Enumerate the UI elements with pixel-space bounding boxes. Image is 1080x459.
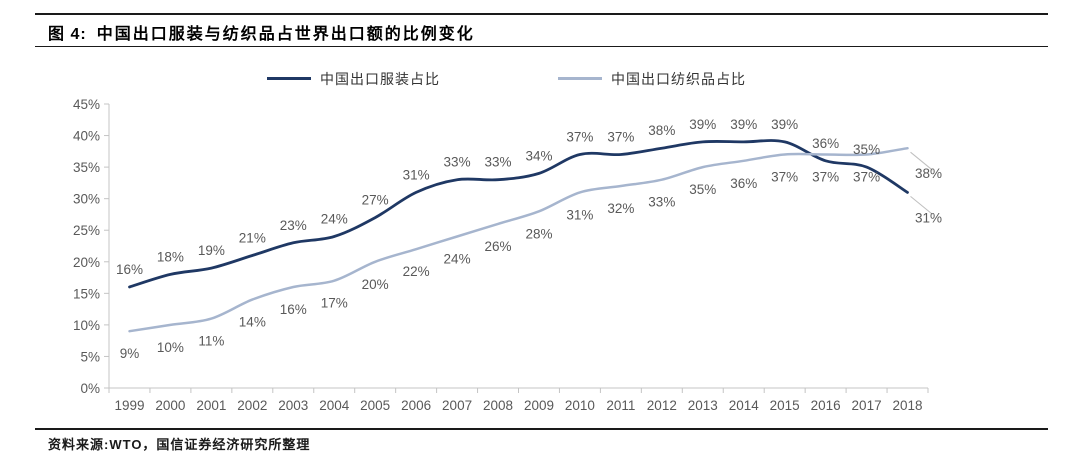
figure-title: 图 4: 中国出口服装与纺织品占世界出口额的比例变化 <box>48 20 475 44</box>
title-divider-rule <box>35 46 1048 47</box>
textiles-line-swatch-icon <box>558 77 602 80</box>
data-label-textiles: 22% <box>403 264 430 279</box>
x-axis-label: 2007 <box>442 398 472 413</box>
data-label-textiles: 24% <box>444 252 471 267</box>
data-label-clothing: 18% <box>157 249 184 264</box>
figure-number-label: 图 4: <box>48 26 87 43</box>
data-label-clothing: 36% <box>812 136 839 151</box>
data-label-clothing: 19% <box>198 243 225 258</box>
data-label-textiles: 14% <box>239 315 266 330</box>
data-label-textiles: 37% <box>812 169 839 184</box>
data-label-textiles: 31% <box>566 207 593 222</box>
x-axis-label: 2009 <box>524 398 554 413</box>
x-axis-label: 2014 <box>729 398 760 413</box>
data-label-clothing: 39% <box>689 117 716 132</box>
data-label-clothing: 39% <box>730 117 757 132</box>
chart-legend: 中国出口服装占比 中国出口纺织品占比 <box>267 70 746 87</box>
data-label-clothing: 16% <box>116 262 143 277</box>
data-label-clothing: 35% <box>853 142 880 157</box>
label-leader-line-clothing <box>910 195 933 215</box>
data-label-clothing: 33% <box>485 155 512 170</box>
y-axis-label: 45% <box>73 97 100 112</box>
y-axis-label: 15% <box>73 286 100 301</box>
x-axis-label: 2010 <box>565 398 595 413</box>
x-axis-label: 2004 <box>319 398 350 413</box>
data-label-textiles: 33% <box>648 195 675 210</box>
x-axis-label: 2005 <box>360 398 390 413</box>
x-axis-label: 2017 <box>852 398 882 413</box>
data-label-clothing: 33% <box>444 155 471 170</box>
y-axis-label: 20% <box>73 255 100 270</box>
clothing-line-swatch-icon <box>267 77 311 80</box>
legend-label-clothing: 中国出口服装占比 <box>320 70 440 87</box>
x-axis-label: 2012 <box>647 398 677 413</box>
data-label-textiles: 11% <box>198 334 224 349</box>
data-label-textiles: 28% <box>525 226 552 241</box>
legend-item-textiles: 中国出口纺织品占比 <box>558 70 746 87</box>
x-axis-label: 2013 <box>688 398 718 413</box>
data-label-clothing: 37% <box>607 129 634 144</box>
figure-title-text: 中国出口服装与纺织品占世界出口额的比例变化 <box>96 26 475 43</box>
data-label-clothing: 34% <box>525 148 552 163</box>
legend-item-clothing: 中国出口服装占比 <box>267 70 440 87</box>
data-label-textiles: 26% <box>485 239 512 254</box>
y-axis-label: 10% <box>73 318 100 333</box>
data-label-clothing: 37% <box>566 129 593 144</box>
x-axis-label: 2016 <box>811 398 841 413</box>
data-label-clothing: 39% <box>771 117 798 132</box>
data-label-textiles: 17% <box>321 296 348 311</box>
data-label-textiles: 16% <box>280 302 307 317</box>
data-label-clothing: 27% <box>362 193 389 208</box>
legend-label-textiles: 中国出口纺织品占比 <box>611 70 746 87</box>
data-label-clothing: 38% <box>648 123 675 138</box>
series-line-textiles <box>128 146 909 333</box>
source-label: 资料来源: <box>48 437 110 452</box>
data-label-textiles: 37% <box>853 169 880 184</box>
data-label-textiles: 36% <box>730 176 757 191</box>
x-axis-label: 2008 <box>483 398 513 413</box>
data-label-clothing: 31% <box>915 210 942 225</box>
data-label-textiles: 37% <box>771 169 798 184</box>
data-label-textiles: 9% <box>120 346 140 361</box>
x-axis-label: 2002 <box>237 398 267 413</box>
label-leader-line-textiles <box>910 151 933 171</box>
data-label-clothing: 21% <box>239 230 266 245</box>
y-axis-label: 25% <box>73 223 100 238</box>
x-axis-label: 2003 <box>278 398 308 413</box>
y-axis-label: 40% <box>73 129 100 144</box>
data-label-textiles: 10% <box>157 340 184 355</box>
source-divider-rule <box>35 428 1048 430</box>
data-label-textiles: 20% <box>362 277 389 292</box>
x-axis-label: 2001 <box>196 398 226 413</box>
data-label-clothing: 23% <box>280 218 307 233</box>
data-label-clothing: 31% <box>403 167 430 182</box>
series-line-clothing <box>128 139 909 289</box>
y-axis-label: 30% <box>73 192 100 207</box>
header-top-rule <box>35 13 1048 15</box>
data-label-clothing: 24% <box>321 212 348 227</box>
data-label-textiles: 35% <box>689 182 716 197</box>
x-axis-label: 2011 <box>606 398 635 413</box>
source-line: 资料来源:WTO，国信证券经济研究所整理 <box>48 434 310 453</box>
data-label-textiles: 32% <box>607 201 634 216</box>
x-axis-label: 2018 <box>893 398 923 413</box>
y-axis-label: 5% <box>80 349 100 364</box>
x-axis-label: 2006 <box>401 398 431 413</box>
x-axis-label: 2000 <box>155 398 185 413</box>
x-axis-label: 2015 <box>770 398 800 413</box>
data-label-textiles: 38% <box>915 166 942 181</box>
y-axis-label: 35% <box>73 160 100 175</box>
y-axis-label: 0% <box>80 381 100 396</box>
x-axis-label: 1999 <box>114 398 144 413</box>
source-text: WTO，国信证券经济研究所整理 <box>109 437 311 452</box>
